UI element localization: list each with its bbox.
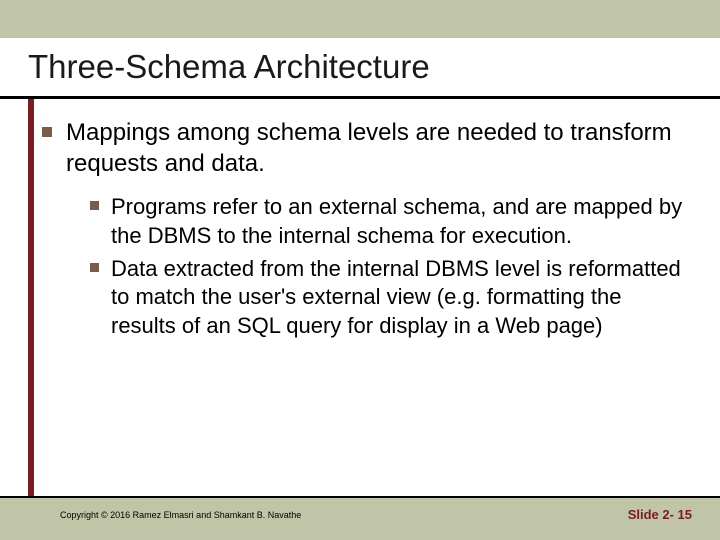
left-accent-bar bbox=[28, 99, 34, 498]
square-bullet-icon bbox=[90, 201, 99, 210]
bullet-text: Programs refer to an external schema, an… bbox=[111, 193, 690, 250]
square-bullet-icon bbox=[42, 127, 52, 137]
bullet-text: Data extracted from the internal DBMS le… bbox=[111, 255, 690, 341]
slide-number: Slide 2- 15 bbox=[628, 507, 692, 522]
top-band bbox=[0, 0, 720, 38]
title-underline bbox=[0, 96, 720, 99]
bullet-level1: Mappings among schema levels are needed … bbox=[42, 118, 690, 179]
slide: Three-Schema Architecture Mappings among… bbox=[0, 0, 720, 540]
bullet-level2: Programs refer to an external schema, an… bbox=[90, 193, 690, 250]
slide-title: Three-Schema Architecture bbox=[28, 48, 430, 86]
content-area: Mappings among schema levels are needed … bbox=[42, 118, 690, 344]
bullet-text: Mappings among schema levels are needed … bbox=[66, 118, 690, 179]
sub-bullets: Programs refer to an external schema, an… bbox=[90, 193, 690, 340]
bullet-level2: Data extracted from the internal DBMS le… bbox=[90, 255, 690, 341]
square-bullet-icon bbox=[90, 263, 99, 272]
copyright-text: Copyright © 2016 Ramez Elmasri and Shamk… bbox=[60, 510, 301, 520]
